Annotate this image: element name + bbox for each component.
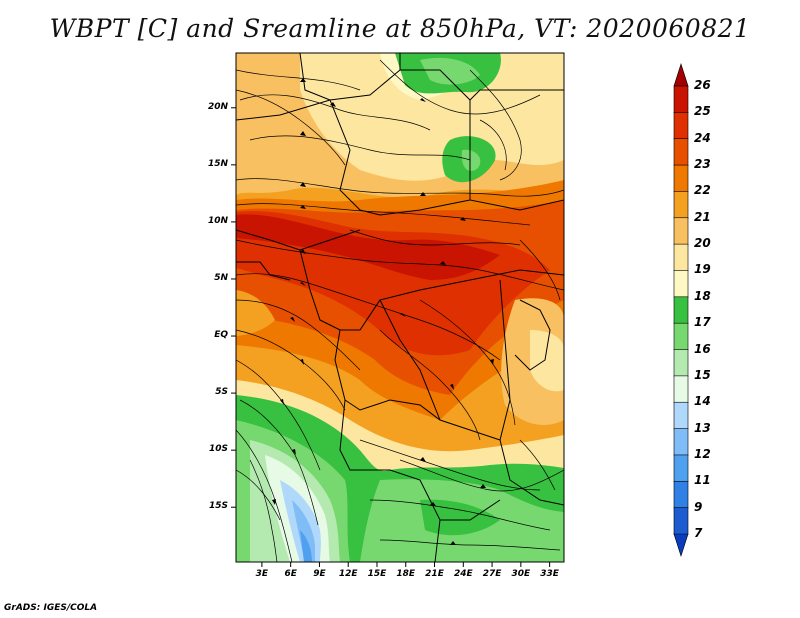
lat-label: EQ [214,330,228,341]
colorbar-swatch [673,480,689,509]
colorbar-swatch [673,296,689,324]
colorbar-label: 9 [694,499,703,514]
colorbar-swatch [673,322,689,351]
colorbar-swatch [673,191,689,219]
colorbar-label: 23 [694,157,711,172]
country-boundaries [236,53,564,562]
lon-label: 15E [367,569,387,579]
lon-label: 21E [425,569,444,579]
colorbar-label: 15 [694,367,711,382]
colorbar-swatch [673,507,689,535]
colorbar-swatch [673,243,689,272]
colorbar-label: 17 [694,315,711,330]
lon-label: 9E [313,569,326,579]
wbpt-shaded-field [236,53,564,562]
colorbar-swatch [673,217,689,245]
lat-label: 15S [208,501,228,512]
map-title: WBPT [C] and Sreamline at 850hPa, VT: 20… [49,14,751,43]
colorbar [673,63,689,557]
colorbar-swatch [673,533,689,557]
colorbar-label: 7 [694,526,703,540]
lon-label: 33E [540,569,559,579]
colorbar-swatch [673,63,689,87]
colorbar-label: 19 [694,262,711,277]
colorbar-label: 11 [694,473,711,488]
lon-label: 6E [284,569,297,579]
colorbar-swatch [673,85,689,114]
colorbar-label: 13 [694,420,711,435]
plot-frame [235,52,565,563]
colorbar-swatch [673,138,689,166]
colorbar-label: 12 [694,446,711,461]
colorbar-swatch [673,428,689,456]
grads-credit: GrADS: IGES/COLA [4,603,98,613]
lat-label: 20N [207,101,228,112]
lon-label: 18E [396,569,416,579]
colorbar-swatch [673,375,689,404]
lon-label: 24E [453,569,473,579]
colorbar-swatch [673,112,689,140]
lon-label: 12E [338,569,358,579]
streamlines [236,59,564,562]
colorbar-swatch [673,401,689,430]
colorbar-label: 22 [694,183,711,198]
colorbar-label: 18 [694,288,711,303]
lon-label: 27E [482,569,502,579]
colorbar-label: 20 [694,236,711,251]
lon-label: 30E [511,569,531,579]
colorbar-label: 24 [694,130,711,145]
colorbar-swatch [673,270,689,298]
longitude-ticks [261,562,551,567]
colorbar-label: 21 [694,209,711,224]
colorbar-label: 26 [694,78,711,92]
colorbar-label: 14 [694,394,711,409]
colorbar-label: 16 [694,341,711,356]
lon-label: 3E [255,569,269,579]
lat-label: 15N [207,158,228,169]
streamline-arrows [272,78,494,545]
colorbar-label: 25 [694,104,711,119]
colorbar-swatch [673,349,689,377]
colorbar-swatch [673,454,689,483]
lat-label: 10S [208,444,228,455]
lat-label: 10N [207,215,228,226]
colorbar-swatch [673,164,689,193]
latitude-ticks [231,107,236,508]
lat-label: 5N [214,272,228,283]
lat-label: 5S [215,387,228,398]
